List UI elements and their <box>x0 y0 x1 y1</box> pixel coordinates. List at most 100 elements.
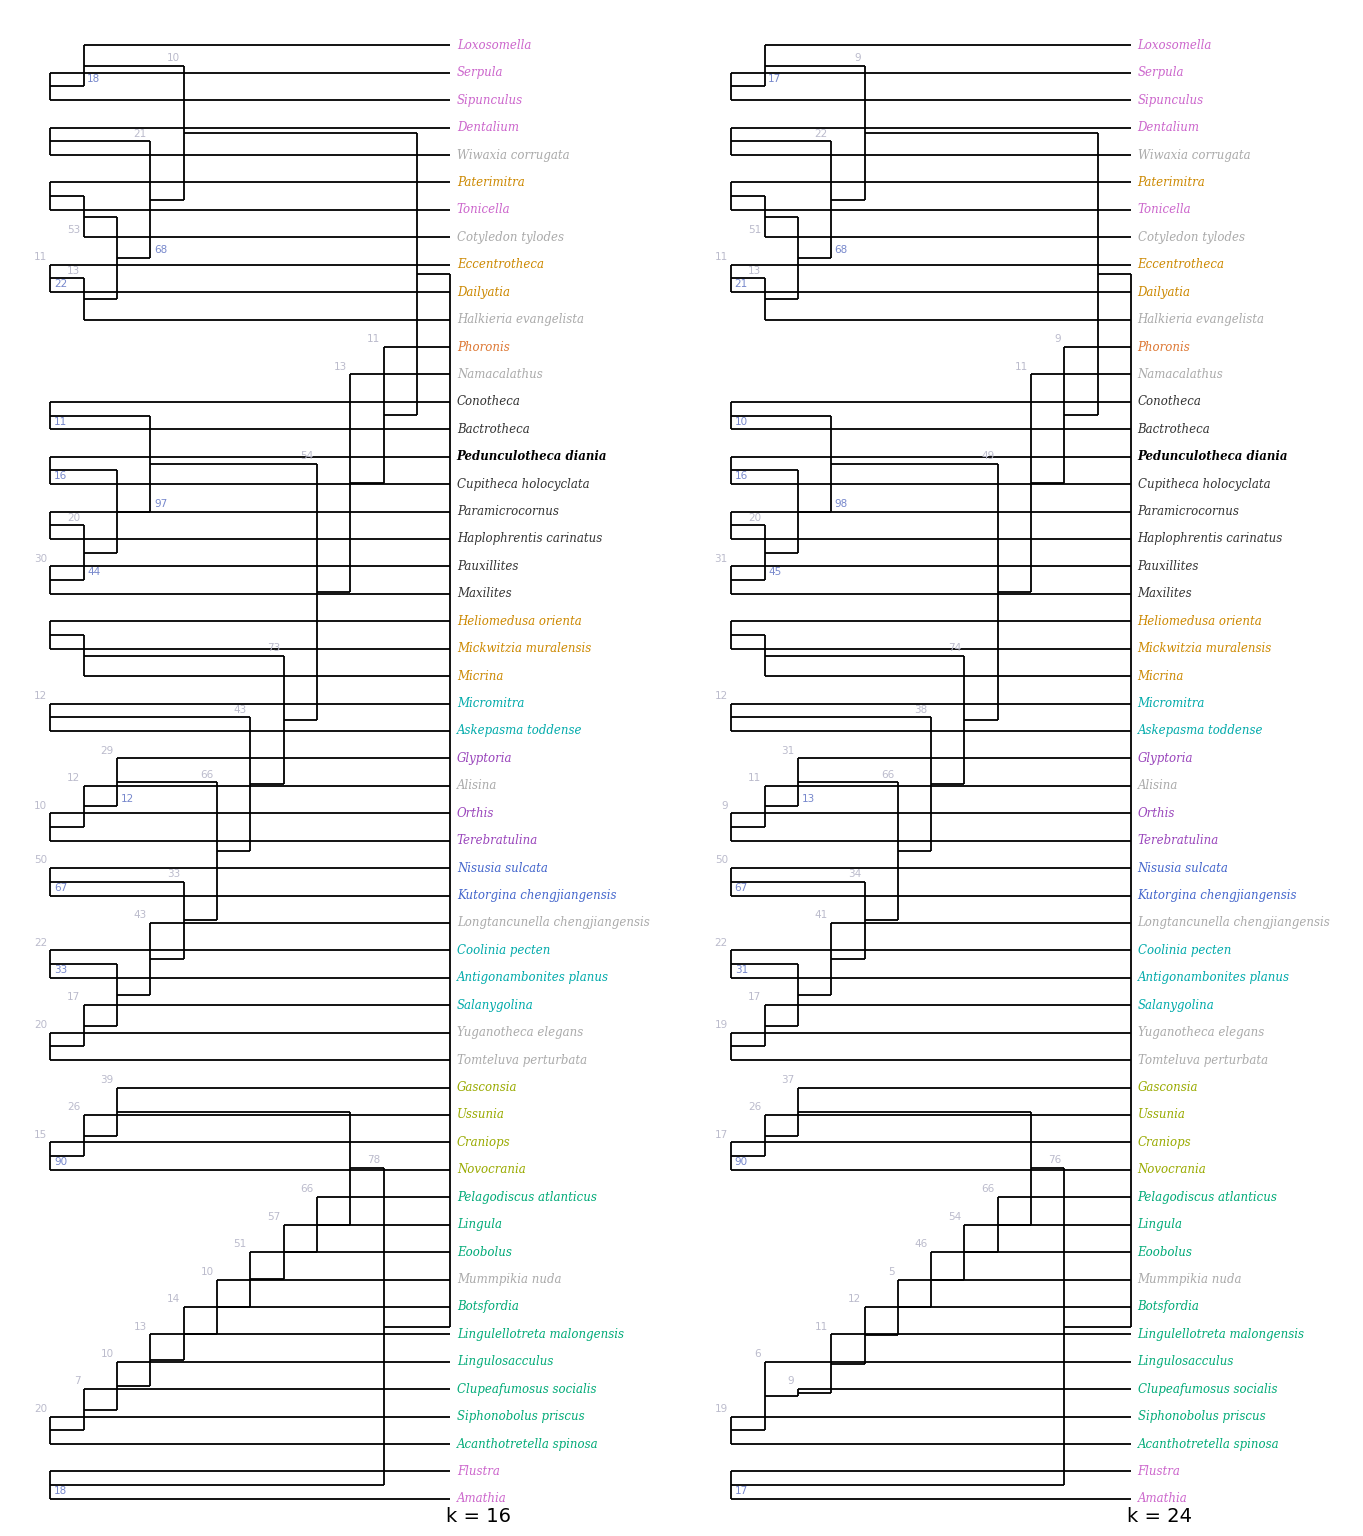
Text: Serpula: Serpula <box>1138 66 1184 80</box>
Text: Botsfordia: Botsfordia <box>457 1301 519 1313</box>
Text: 11: 11 <box>815 1321 827 1332</box>
Text: Mickwitzia muralensis: Mickwitzia muralensis <box>457 642 592 656</box>
Text: 11: 11 <box>34 252 46 263</box>
Text: 17: 17 <box>735 1487 748 1496</box>
Text: Longtancunella chengjiangensis: Longtancunella chengjiangensis <box>457 917 650 929</box>
Text: 33: 33 <box>168 869 180 879</box>
Text: Cotyledon tylodes: Cotyledon tylodes <box>457 230 564 244</box>
Text: 21: 21 <box>134 129 147 138</box>
Text: k = 16: k = 16 <box>446 1507 511 1527</box>
Text: 22: 22 <box>815 129 827 138</box>
Text: Pedunculotheca diania: Pedunculotheca diania <box>1138 450 1288 464</box>
Text: 67: 67 <box>735 883 748 892</box>
Text: 33: 33 <box>55 965 67 975</box>
Text: Acanthotretella spinosa: Acanthotretella spinosa <box>457 1438 598 1450</box>
Text: Clupeafumosus socialis: Clupeafumosus socialis <box>457 1382 596 1396</box>
Text: Paramicrocornus: Paramicrocornus <box>457 505 559 518</box>
Text: Siphonobolus priscus: Siphonobolus priscus <box>1138 1410 1265 1424</box>
Text: Mummpikia nuda: Mummpikia nuda <box>457 1273 562 1286</box>
Text: Loxosomella: Loxosomella <box>457 38 532 52</box>
Text: Antigonambonites planus: Antigonambonites planus <box>1138 971 1289 985</box>
Text: Dentalium: Dentalium <box>457 121 519 134</box>
Text: Lingulosacculus: Lingulosacculus <box>457 1355 553 1369</box>
Text: Ussunia: Ussunia <box>1138 1109 1186 1121</box>
Text: 12: 12 <box>34 691 46 700</box>
Text: 22: 22 <box>34 937 46 948</box>
Text: 12: 12 <box>848 1295 861 1304</box>
Text: 43: 43 <box>233 705 247 714</box>
Text: 20: 20 <box>748 513 761 522</box>
Text: 66: 66 <box>200 770 214 780</box>
Text: Eccentrotheca: Eccentrotheca <box>1138 258 1224 272</box>
Text: Askepasma toddense: Askepasma toddense <box>457 725 582 737</box>
Text: Pauxillites: Pauxillites <box>457 561 518 573</box>
Text: Lingulellotreta malongensis: Lingulellotreta malongensis <box>457 1327 624 1341</box>
Text: 31: 31 <box>735 965 748 975</box>
Text: Pelagodiscus atlanticus: Pelagodiscus atlanticus <box>1138 1190 1277 1204</box>
Text: Lingulosacculus: Lingulosacculus <box>1138 1355 1234 1369</box>
Text: Halkieria evangelista: Halkieria evangelista <box>457 313 583 326</box>
Text: Craniops: Craniops <box>1138 1137 1191 1149</box>
Text: Askepasma toddense: Askepasma toddense <box>1138 725 1264 737</box>
Text: Clupeafumosus socialis: Clupeafumosus socialis <box>1138 1382 1277 1396</box>
Text: 11: 11 <box>714 252 728 263</box>
Text: 19: 19 <box>714 1020 728 1031</box>
Text: 17: 17 <box>748 992 761 1003</box>
Text: 18: 18 <box>55 1487 67 1496</box>
Text: Yuganotheca elegans: Yuganotheca elegans <box>1138 1026 1264 1040</box>
Text: Mickwitzia muralensis: Mickwitzia muralensis <box>1138 642 1272 656</box>
Text: Tomteluva perturbata: Tomteluva perturbata <box>1138 1054 1268 1066</box>
Text: Pedunculotheca diania: Pedunculotheca diania <box>457 450 608 464</box>
Text: 43: 43 <box>134 911 147 920</box>
Text: Micrina: Micrina <box>457 670 503 682</box>
Text: Eoobolus: Eoobolus <box>1138 1246 1193 1258</box>
Text: 7: 7 <box>74 1376 80 1387</box>
Text: Tonicella: Tonicella <box>457 203 510 217</box>
Text: 11: 11 <box>367 335 380 344</box>
Text: Salanygolina: Salanygolina <box>1138 998 1214 1012</box>
Text: Gasconsia: Gasconsia <box>457 1081 517 1094</box>
Text: 51: 51 <box>748 224 761 235</box>
Text: 67: 67 <box>55 883 67 892</box>
Text: Haplophrentis carinatus: Haplophrentis carinatus <box>457 533 602 545</box>
Text: 74: 74 <box>947 642 961 653</box>
Text: 18: 18 <box>87 74 101 83</box>
Text: Acanthotretella spinosa: Acanthotretella spinosa <box>1138 1438 1280 1450</box>
Text: Novocrania: Novocrania <box>457 1163 526 1177</box>
Text: 54: 54 <box>300 452 313 461</box>
Text: 57: 57 <box>267 1212 281 1223</box>
Text: Nisusia sulcata: Nisusia sulcata <box>1138 862 1228 874</box>
Text: Namacalathus: Namacalathus <box>457 369 542 381</box>
Text: Salanygolina: Salanygolina <box>457 998 533 1012</box>
Text: 41: 41 <box>815 911 827 920</box>
Text: Serpula: Serpula <box>457 66 503 80</box>
Text: 37: 37 <box>781 1075 795 1084</box>
Text: 9: 9 <box>721 800 728 811</box>
Text: Pauxillites: Pauxillites <box>1138 561 1199 573</box>
Text: 15: 15 <box>34 1129 46 1140</box>
Text: 54: 54 <box>947 1212 961 1223</box>
Text: 66: 66 <box>981 1184 995 1195</box>
Text: 6: 6 <box>755 1349 761 1359</box>
Text: 78: 78 <box>367 1155 380 1166</box>
Text: Haplophrentis carinatus: Haplophrentis carinatus <box>1138 533 1283 545</box>
Text: Amathia: Amathia <box>457 1493 507 1505</box>
Text: 12: 12 <box>120 794 134 803</box>
Text: 50: 50 <box>714 856 728 865</box>
Text: 22: 22 <box>55 280 67 289</box>
Text: 10: 10 <box>168 54 180 63</box>
Text: Maxilites: Maxilites <box>1138 587 1193 601</box>
Text: Orthis: Orthis <box>457 806 495 820</box>
Text: Eccentrotheca: Eccentrotheca <box>457 258 544 272</box>
Text: 10: 10 <box>200 1267 214 1276</box>
Text: 90: 90 <box>735 1157 748 1167</box>
Text: 31: 31 <box>714 553 728 564</box>
Text: 98: 98 <box>834 499 848 508</box>
Text: Maxilites: Maxilites <box>457 587 511 601</box>
Text: 22: 22 <box>714 937 728 948</box>
Text: Conotheca: Conotheca <box>1138 395 1201 409</box>
Text: Amathia: Amathia <box>1138 1493 1187 1505</box>
Text: 46: 46 <box>915 1240 928 1249</box>
Text: 14: 14 <box>168 1295 180 1304</box>
Text: 13: 13 <box>334 361 346 372</box>
